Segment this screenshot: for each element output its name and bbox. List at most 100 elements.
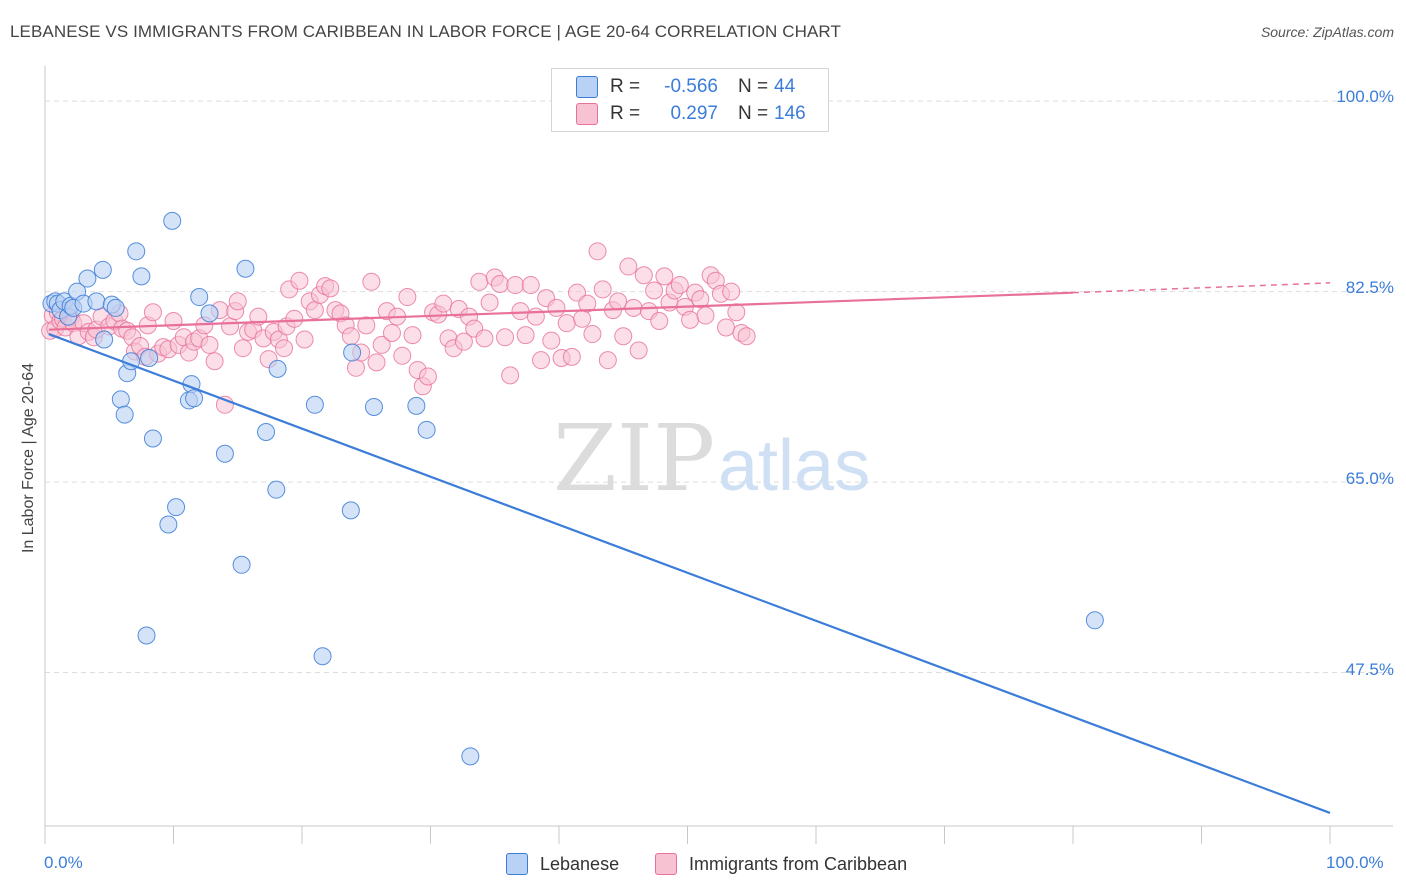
lebanese-point	[167, 498, 186, 517]
caribbean-point	[290, 271, 309, 290]
caribbean-point	[727, 303, 746, 322]
y-tick-47-5: 47.5%	[1345, 660, 1394, 679]
caribbean-point	[578, 294, 597, 313]
caribbean-point	[526, 307, 545, 326]
caribbean-point	[205, 352, 224, 371]
caribbean-point	[737, 327, 756, 346]
lebanese-point	[140, 348, 159, 367]
caribbean-point	[506, 276, 525, 295]
caribbean-point	[650, 311, 669, 330]
lebanese-point	[461, 747, 480, 766]
r-value: -0.566	[664, 76, 718, 97]
lebanese-point	[87, 292, 106, 311]
caribbean-point	[542, 331, 561, 350]
caribbean-point	[470, 272, 489, 291]
lebanese-point	[407, 396, 426, 415]
caribbean-point	[480, 293, 499, 312]
legend-row-caribbean: R = 0.297 N = 146	[576, 101, 806, 127]
caribbean-swatch	[655, 853, 677, 875]
lebanese-swatch	[506, 853, 528, 875]
caribbean-point	[164, 311, 183, 330]
y-axis-label: In Labor Force | Age 20-64	[20, 362, 37, 554]
lebanese-point	[305, 395, 324, 414]
caribbean-point	[691, 290, 710, 309]
legend-row-lebanese: R = -0.566 N = 44	[576, 74, 795, 100]
lebanese-point	[232, 555, 251, 574]
caribbean-point	[562, 347, 581, 366]
caribbean-trend-line	[48, 291, 1074, 331]
lebanese-point	[159, 515, 178, 534]
caribbean-point	[619, 257, 638, 276]
y-tick-82-5: 82.5%	[1345, 278, 1394, 297]
caribbean-point	[490, 274, 509, 293]
lebanese-point	[137, 626, 156, 645]
n-value: 146	[774, 103, 806, 124]
caribbean-trend-extension	[1072, 282, 1331, 294]
lebanese-point	[257, 422, 276, 441]
lebanese-point	[417, 420, 436, 439]
lebanese-point	[185, 389, 204, 408]
caribbean-point	[305, 301, 324, 320]
caribbean-point	[341, 327, 360, 346]
lebanese-label: Lebanese	[540, 853, 620, 874]
lebanese-point	[341, 501, 360, 520]
lebanese-point	[78, 269, 97, 288]
lebanese-point	[267, 480, 286, 499]
y-tick-100: 100.0%	[1336, 87, 1394, 106]
caribbean-point	[221, 317, 240, 336]
caribbean-point	[645, 281, 664, 300]
caribbean-point	[717, 318, 736, 337]
lebanese-point	[127, 242, 146, 261]
caribbean-point	[655, 267, 674, 286]
caribbean-point	[398, 288, 417, 307]
lebanese-point	[236, 259, 255, 278]
lebanese-point	[215, 444, 234, 463]
caribbean-point	[557, 314, 576, 333]
caribbean-point	[228, 292, 247, 311]
caribbean-point	[629, 341, 648, 360]
caribbean-point	[614, 327, 633, 346]
lebanese-point	[1085, 611, 1104, 630]
caribbean-label: Immigrants from Caribbean	[689, 853, 908, 874]
caribbean-point	[295, 330, 314, 349]
caribbean-point	[321, 279, 340, 298]
n-value: 44	[774, 76, 796, 97]
lebanese-point	[111, 390, 130, 409]
caribbean-point	[521, 276, 540, 295]
caribbean-point	[511, 302, 530, 321]
lebanese-point	[268, 359, 287, 378]
caribbean-point	[200, 335, 219, 354]
source-credit: Source: ZipAtlas.com	[1260, 24, 1394, 40]
caribbean-point	[393, 346, 412, 365]
chart-title: LEBANESE VS IMMIGRANTS FROM CARIBBEAN IN…	[10, 22, 841, 41]
caribbean-point	[588, 242, 607, 261]
lebanese-point	[143, 429, 162, 448]
bottom-legend-caribbean: Immigrants from Caribbean	[655, 851, 907, 877]
caribbean-point	[382, 323, 401, 342]
caribbean-point	[609, 292, 628, 311]
lebanese-point	[313, 647, 332, 666]
caribbean-point	[418, 367, 437, 386]
caribbean-point	[372, 335, 391, 354]
caribbean-point	[362, 272, 381, 291]
lebanese-point	[163, 211, 182, 230]
bottom-legend-lebanese: Lebanese	[506, 851, 619, 877]
lebanese-trend-line	[48, 333, 1331, 814]
caribbean-point	[434, 294, 453, 313]
caribbean-point	[516, 326, 535, 345]
lebanese-point	[115, 405, 134, 424]
caribbean-point	[573, 309, 592, 328]
caribbean-point	[501, 366, 520, 385]
r-label: R =	[610, 103, 641, 124]
y-tick-65: 65.0%	[1345, 469, 1394, 488]
caribbean-point	[681, 310, 700, 329]
n-label: N =	[738, 103, 769, 124]
caribbean-point	[454, 332, 473, 351]
caribbean-point	[285, 309, 304, 328]
lebanese-point	[343, 343, 362, 362]
lebanese-point	[190, 288, 209, 307]
lebanese-swatch	[576, 76, 598, 98]
caribbean-point	[696, 306, 715, 325]
caribbean-point	[593, 280, 612, 299]
